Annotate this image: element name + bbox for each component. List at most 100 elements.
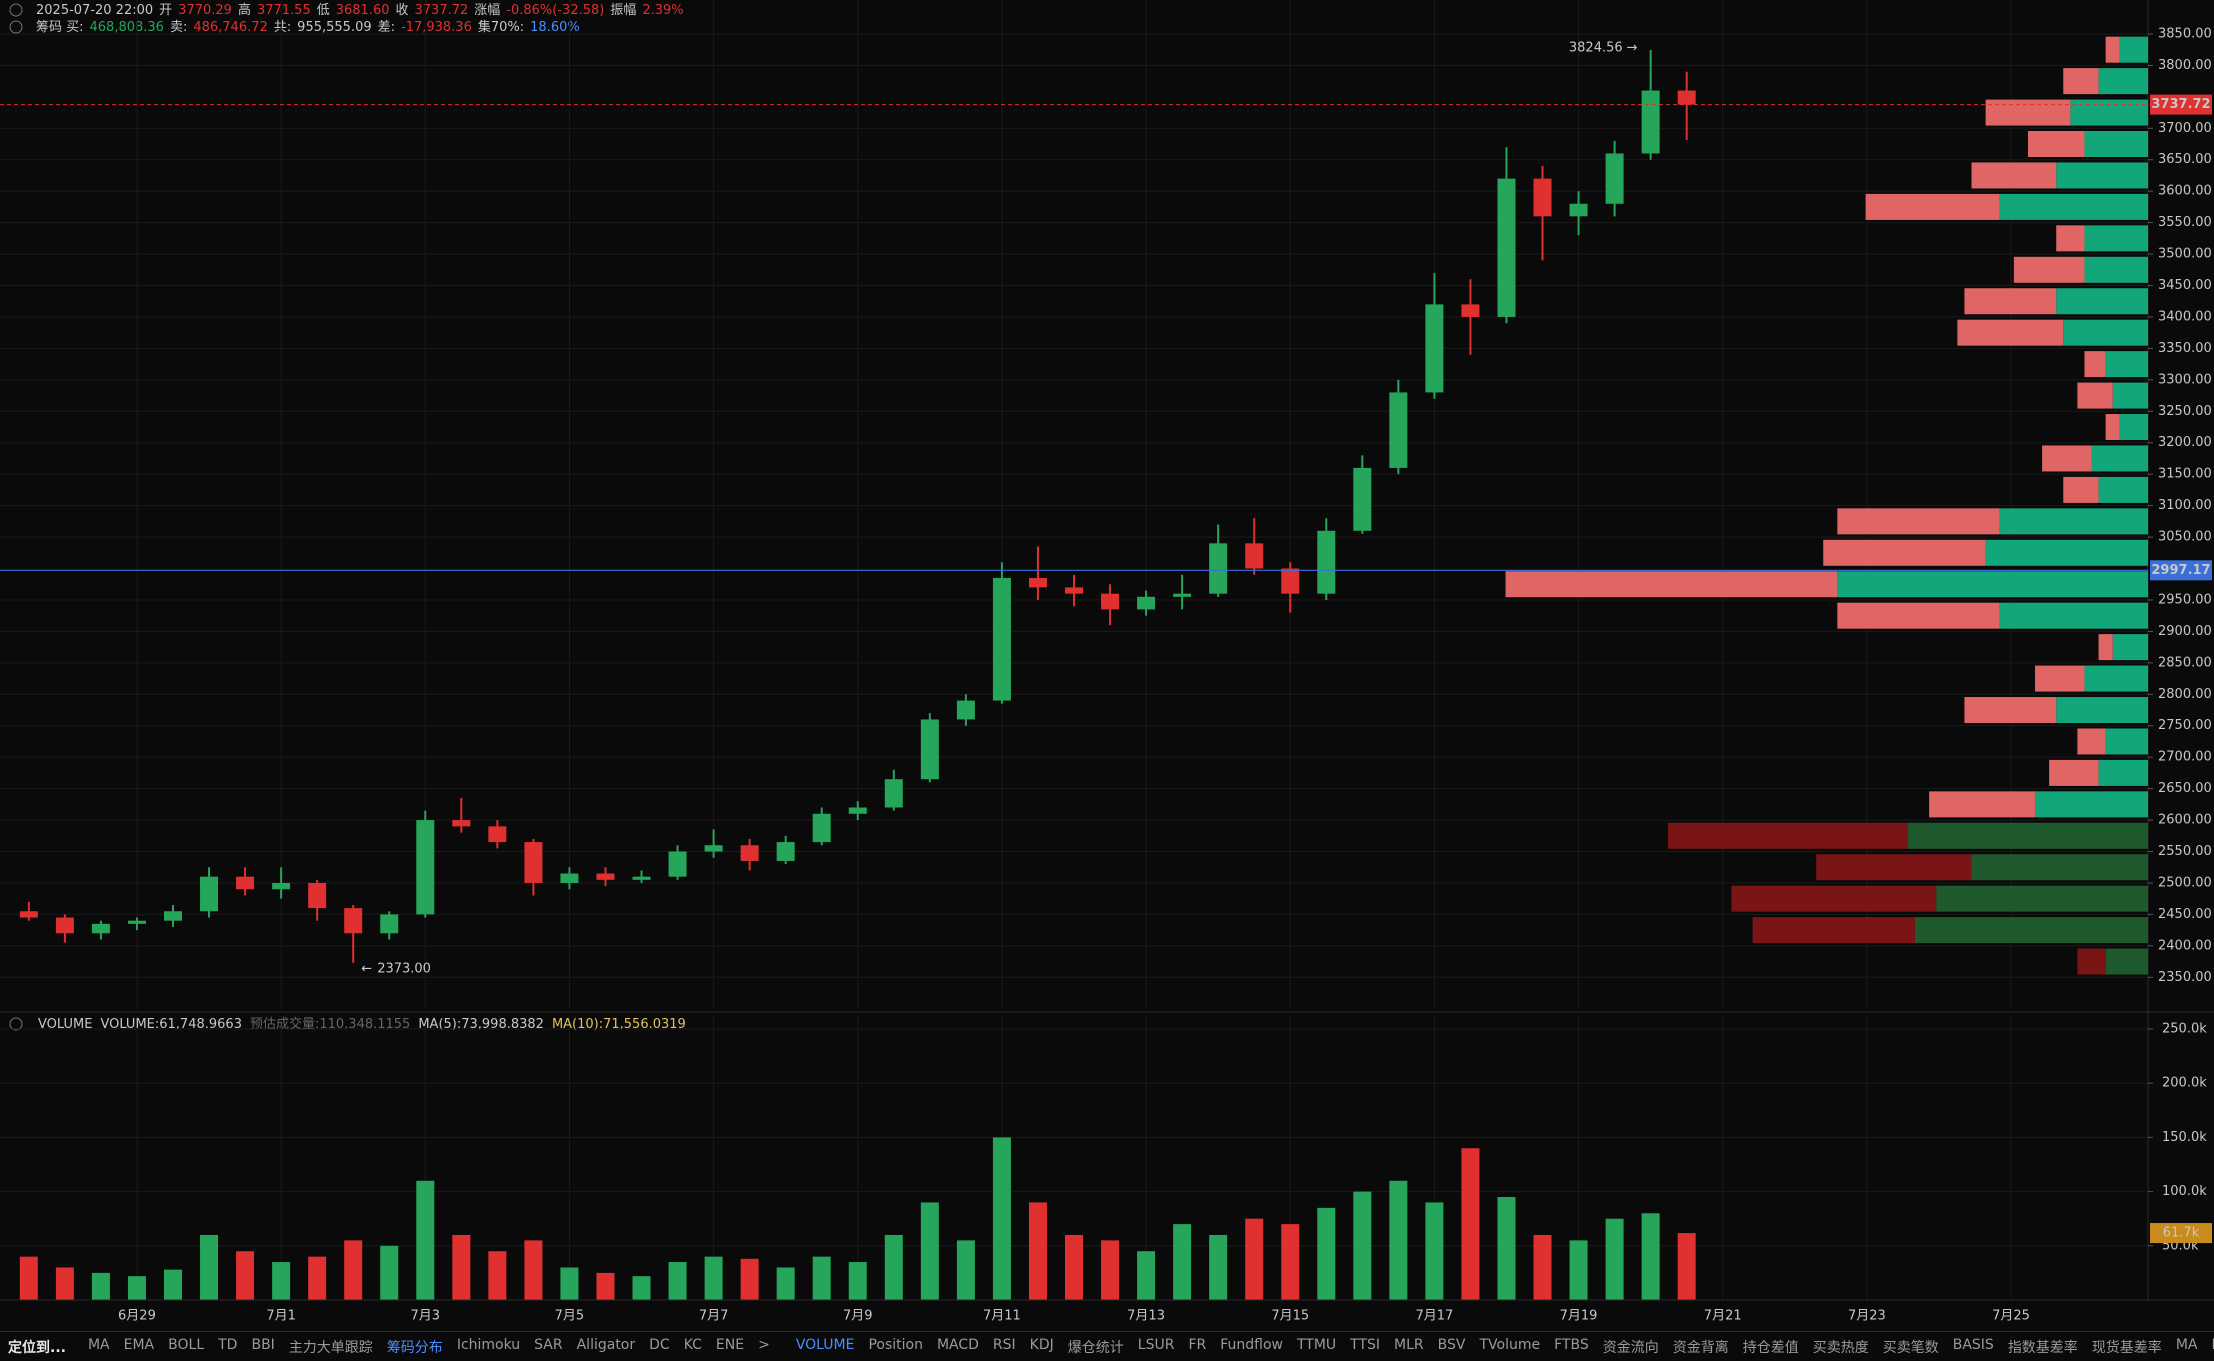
y-tick-label: 2600.00 [2158, 813, 2212, 828]
profile-buy [1936, 885, 2148, 912]
volume-bar [1028, 1202, 1047, 1300]
y-tick-label: 2400.00 [2158, 938, 2212, 953]
toolbar-item[interactable]: TTMU [1296, 1336, 1337, 1353]
locate-button[interactable]: 定位到... [8, 1339, 66, 1356]
toolbar-item[interactable]: FTBS [1554, 1336, 1589, 1353]
toolbar-item[interactable]: BBI [251, 1336, 275, 1353]
toolbar-item[interactable]: RSI [992, 1336, 1016, 1353]
volume-bar [1605, 1218, 1624, 1300]
candle-body [163, 911, 182, 921]
x-tick-label: 7月17 [1415, 1309, 1453, 1324]
x-tick-label: 7月15 [1271, 1309, 1309, 1324]
y-tick-label: 3700.00 [2158, 121, 2212, 136]
toolbar-item[interactable]: EMA [2211, 1337, 2214, 1357]
profile-sell [1865, 193, 2000, 220]
toolbar-item[interactable]: DC [649, 1336, 670, 1353]
volume-bar [416, 1180, 435, 1300]
header-field: -0.86%(-32.58) [506, 3, 604, 18]
toolbar-item[interactable]: BOLL [168, 1336, 205, 1353]
profile-sell [2027, 131, 2085, 158]
y-tick-label: 3500.00 [2158, 247, 2212, 262]
y-tick-label: 2650.00 [2158, 781, 2212, 796]
volume-bar [1101, 1240, 1120, 1300]
toolbar-item[interactable]: 现货基差率 [2091, 1339, 2162, 1356]
toolbar-item[interactable]: EMA [123, 1336, 155, 1353]
profile-sell [1957, 319, 2064, 346]
toolbar-item[interactable]: Ichimoku [456, 1336, 521, 1353]
toolbar-item[interactable]: KDJ [1029, 1336, 1054, 1353]
x-tick-label: 7月13 [1127, 1309, 1165, 1324]
toolbar-item[interactable]: 买卖热度 [1812, 1339, 1869, 1356]
toolbar-item[interactable]: MACD [936, 1336, 979, 1353]
candle-body [200, 876, 219, 912]
toolbar-item[interactable]: 指数基差率 [2007, 1339, 2078, 1356]
candle-body [1641, 90, 1660, 154]
last-price-label: 3737.72 [2151, 97, 2210, 112]
toolbar-item[interactable]: 主力大单跟踪 [288, 1339, 373, 1356]
candle-body [1389, 392, 1408, 468]
header-field: 486,746.72 [193, 20, 267, 35]
volume-bar [272, 1262, 291, 1300]
y-tick-label: 2550.00 [2158, 844, 2212, 859]
toolbar-item[interactable]: 持仓差值 [1742, 1339, 1799, 1356]
profile-sell [2105, 414, 2120, 441]
candle-body [776, 842, 795, 861]
toolbar-item[interactable]: VOLUME [795, 1336, 855, 1353]
toolbar-item[interactable]: SAR [534, 1336, 563, 1353]
toolbar-item[interactable]: MLR [1394, 1336, 1424, 1353]
volume-bar [1065, 1234, 1083, 1300]
candle-body [1137, 596, 1156, 610]
toolbar-item[interactable]: 买卖笔数 [1882, 1339, 1939, 1356]
volume-bar [163, 1269, 182, 1300]
toolbar-item[interactable]: BASIS [1952, 1336, 1994, 1353]
high-annotation: 3824.56 [1569, 40, 1623, 55]
volume-bar [1569, 1240, 1588, 1300]
profile-sell [1964, 697, 2057, 724]
volume-field: VOLUME [38, 1017, 92, 1032]
toolbar-item[interactable]: MA [2175, 1336, 2198, 1353]
toolbar-item[interactable]: BSV [1437, 1336, 1466, 1353]
toolbar-item[interactable]: 资金背离 [1672, 1339, 1729, 1356]
x-tick-label: 7月1 [266, 1309, 296, 1324]
profile-sell [2084, 351, 2106, 378]
header-line: 2025-07-20 22:00 开 3770.29 高 3771.55 低 3681.60… [36, 2, 684, 18]
toolbar-item[interactable]: 爆仓统计 [1067, 1339, 1124, 1356]
volume-bar [632, 1276, 651, 1300]
volume-bar [1425, 1202, 1444, 1300]
profile-buy [2119, 414, 2148, 441]
profile-buy [2084, 256, 2148, 283]
profile-sell [2077, 728, 2106, 755]
toolbar-item[interactable]: Position [868, 1336, 923, 1353]
toolbar-item[interactable]: > [758, 1336, 770, 1353]
toolbar-item[interactable]: KC [683, 1336, 702, 1353]
axis-panel [2148, 0, 2214, 1331]
volume-field: MA(5):73,998.8382 [418, 1017, 544, 1032]
y-tick-label: 3800.00 [2158, 58, 2212, 73]
toolbar-item[interactable]: LSUR [1137, 1336, 1175, 1353]
toolbar-item[interactable]: FR [1188, 1336, 1207, 1353]
toolbar-item[interactable]: MA [87, 1336, 110, 1353]
toolbar-item[interactable]: Fundflow [1220, 1336, 1283, 1353]
volume-bar [1173, 1224, 1192, 1300]
profile-sell [2077, 382, 2113, 409]
toolbar-item[interactable]: TVolume [1479, 1336, 1541, 1353]
toolbar-item[interactable]: 资金流向 [1602, 1339, 1659, 1356]
toolbar-item[interactable]: Alligator [576, 1336, 636, 1353]
candle-body [1353, 467, 1372, 531]
toolbar-item[interactable]: 筹码分布 [386, 1339, 443, 1356]
candle-body [91, 923, 110, 934]
header-field: 振幅 [610, 3, 636, 18]
toolbar-item[interactable]: TTSI [1350, 1336, 1381, 1353]
y-tick-label: 3400.00 [2158, 309, 2212, 324]
collapse-icon [9, 1017, 23, 1031]
profile-buy [2056, 697, 2148, 724]
toolbar-item[interactable]: TD [218, 1336, 238, 1353]
profile-buy [2056, 288, 2148, 315]
x-tick-label: 7月7 [699, 1309, 729, 1324]
volume-bar [200, 1234, 219, 1300]
header-field: 2.39% [642, 3, 683, 18]
toolbar-item[interactable]: ENE [715, 1336, 745, 1353]
volume-bar [380, 1245, 399, 1300]
y-tick-label: 2350.00 [2158, 970, 2212, 985]
